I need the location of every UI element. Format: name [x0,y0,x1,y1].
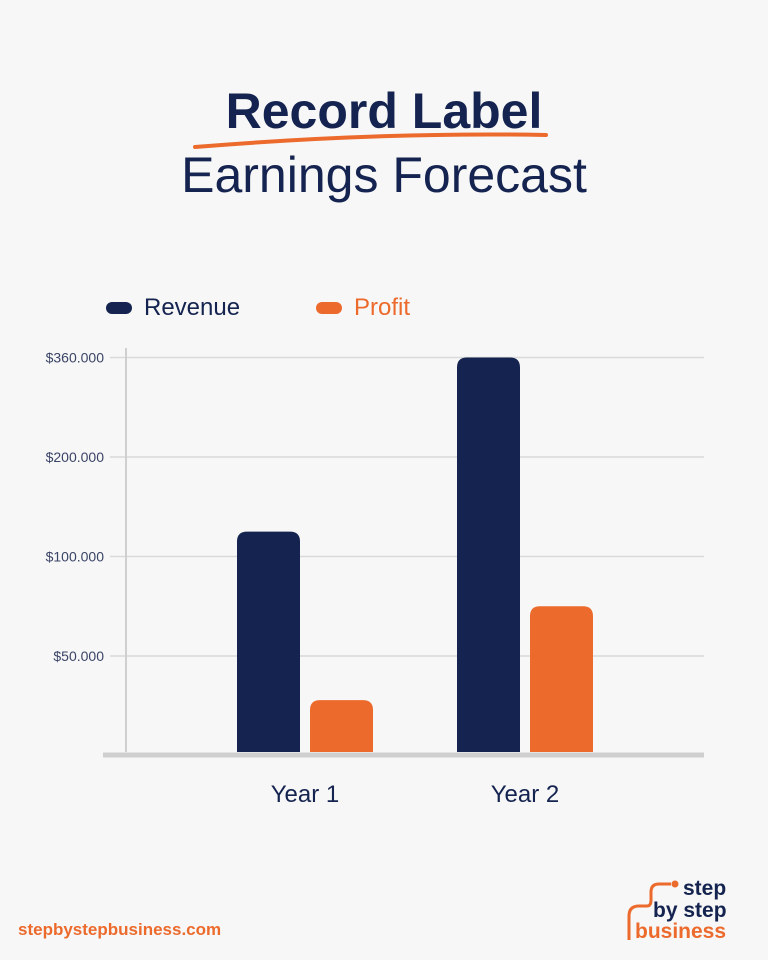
svg-text:by step: by step [653,899,727,922]
y-tick-label: $360.000 [46,350,105,366]
legend-profit: Profit [316,294,410,322]
y-tick-label: $50.000 [53,648,104,664]
x-tick-label: Year 2 [491,781,560,808]
legend-swatch-profit [316,302,342,314]
x-tick-label: Year 1 [271,781,340,808]
legend-revenue: Revenue [106,294,240,322]
svg-text:step: step [683,877,726,900]
legend-swatch-revenue [106,302,132,314]
y-tick-label: $200.000 [46,449,105,465]
bar-revenue [237,531,300,752]
legend-label-revenue: Revenue [144,294,241,321]
y-tick-label: $100.000 [46,549,105,565]
logo: step by step business [627,877,727,942]
legend-label-profit: Profit [354,294,411,321]
bar-revenue [457,357,520,752]
bar-profit [310,700,373,752]
chart-title-line1: Record Label [225,83,543,139]
bar-profit [530,606,593,752]
footer-website[interactable]: stepbystepbusiness.com [18,920,222,939]
svg-text:business: business [635,920,726,942]
chart-title-line2: Earnings Forecast [181,147,587,203]
